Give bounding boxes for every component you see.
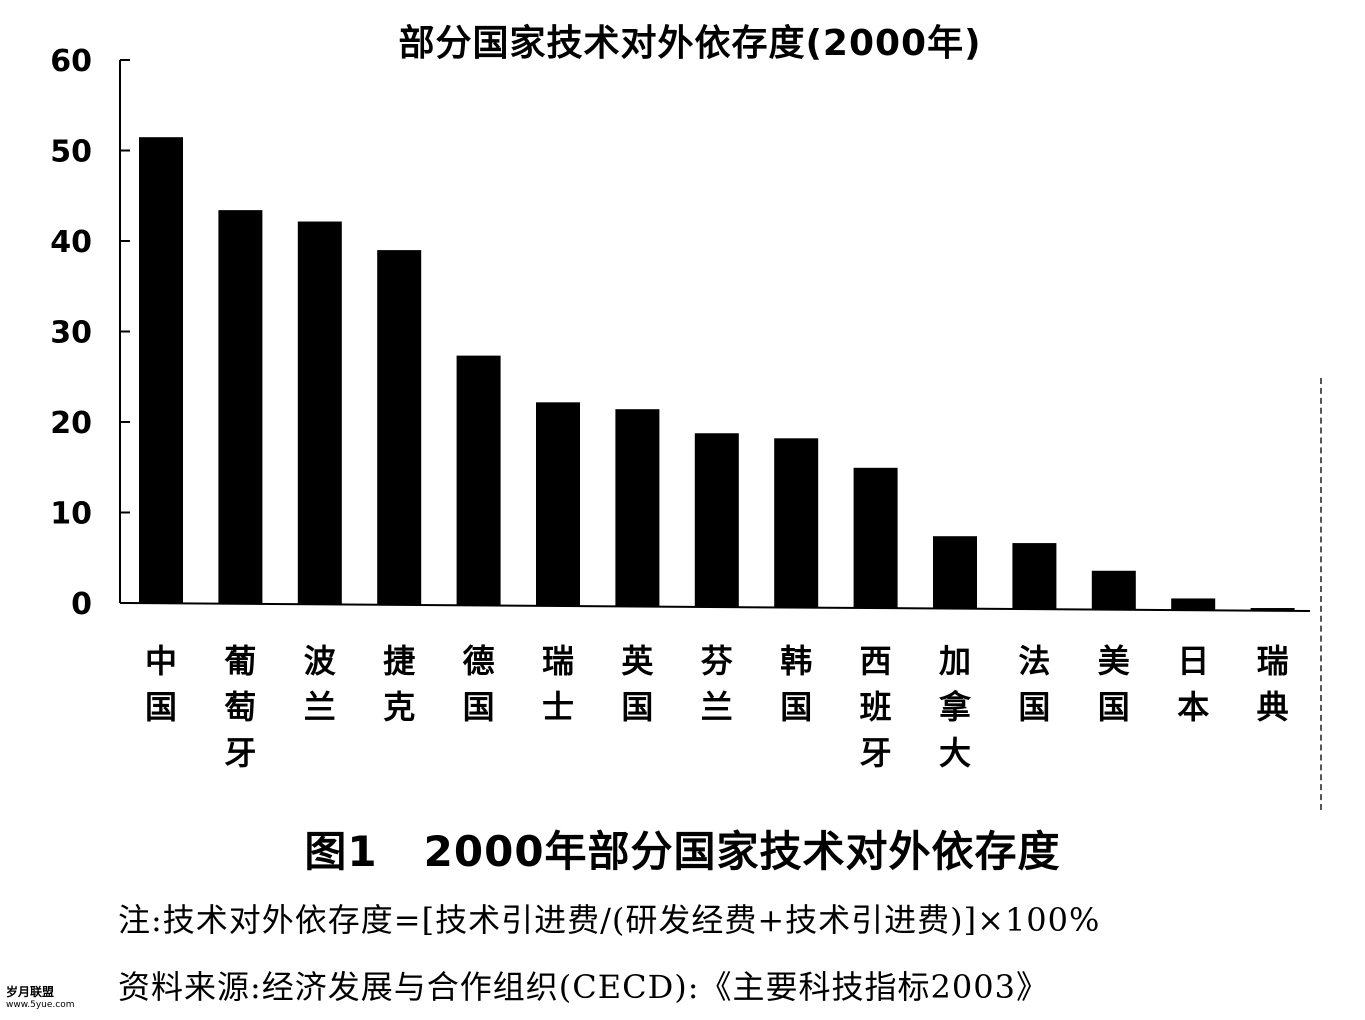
x-tick-label: 美国	[1098, 642, 1130, 726]
svg-text:兰: 兰	[701, 688, 733, 726]
x-tick-label: 芬兰	[701, 642, 733, 726]
x-tick-label: 瑞士	[542, 642, 574, 726]
svg-text:瑞: 瑞	[542, 642, 574, 680]
svg-text:日: 日	[1177, 642, 1209, 680]
svg-text:兰: 兰	[304, 688, 336, 726]
svg-text:中: 中	[145, 642, 177, 680]
bar	[615, 409, 660, 607]
bar	[218, 210, 263, 604]
svg-text:拿: 拿	[939, 688, 971, 726]
y-tick-label: 0	[71, 587, 92, 622]
bar	[853, 467, 898, 609]
svg-text:国: 国	[1018, 688, 1050, 726]
svg-text:瑞: 瑞	[1257, 642, 1289, 680]
svg-text:牙: 牙	[224, 734, 256, 772]
svg-text:英: 英	[621, 642, 654, 680]
y-tick-label: 10	[50, 497, 92, 532]
x-tick-label: 瑞典	[1257, 642, 1289, 726]
svg-text:本: 本	[1177, 688, 1209, 726]
watermark-logo: 岁月联盟 www.5yue.com	[6, 986, 75, 1012]
bar	[377, 250, 422, 605]
svg-text:法: 法	[1018, 642, 1050, 680]
watermark-text: 岁月联盟	[6, 985, 55, 999]
x-tick-label: 葡萄牙	[224, 642, 256, 772]
svg-text:国: 国	[780, 688, 812, 726]
bar	[933, 536, 977, 609]
figure-caption-text: 2000年部分国家技术对外依存度	[423, 827, 1061, 876]
bar	[536, 402, 580, 606]
chart-title: 部分国家技术对外依存度(2000年)	[398, 23, 982, 64]
formula-note: 注:技术对外依存度=[技术引进费/(研发经费+技术引进费)]×100%	[118, 901, 1101, 939]
svg-text:美: 美	[1098, 642, 1130, 680]
y-tick-label: 60	[50, 44, 92, 79]
y-tick-label: 30	[50, 316, 92, 351]
svg-text:士: 士	[542, 688, 574, 726]
x-tick-label: 韩国	[780, 642, 812, 726]
data-source: 资料来源:经济发展与合作组织(CECD):《主要科技指标2003》	[118, 968, 1049, 1006]
svg-text:牙: 牙	[860, 734, 892, 772]
bar	[694, 433, 739, 608]
x-tick-label: 德国	[463, 642, 495, 726]
x-tick-label: 日本	[1177, 642, 1209, 726]
x-tick-label: 中国	[145, 642, 177, 726]
x-tick-label: 捷克	[383, 642, 415, 726]
x-tick-label: 加拿大	[939, 642, 971, 772]
svg-text:萄: 萄	[224, 688, 256, 726]
chart-bars	[139, 137, 1295, 611]
svg-text:典: 典	[1257, 688, 1289, 726]
svg-text:大: 大	[939, 734, 971, 772]
svg-text:葡: 葡	[224, 642, 256, 680]
svg-text:国: 国	[463, 688, 495, 726]
bar	[297, 221, 342, 605]
svg-text:克: 克	[383, 688, 415, 726]
svg-text:国: 国	[145, 688, 177, 726]
svg-text:国: 国	[621, 688, 653, 726]
figure-caption: 图1 2000年部分国家技术对外依存度	[0, 818, 1365, 879]
y-tick-labels: 0 10 20 30 40 50 60	[50, 44, 92, 622]
x-tick-label: 英国	[621, 642, 654, 726]
bar	[1012, 543, 1057, 610]
y-tick-label: 20	[50, 406, 92, 441]
x-tick-label: 法国	[1018, 642, 1050, 726]
svg-text:班: 班	[860, 688, 892, 726]
bar	[139, 137, 183, 604]
svg-text:德: 德	[463, 642, 495, 680]
y-tick-label: 50	[50, 135, 92, 170]
svg-text:国: 国	[1098, 688, 1130, 726]
x-tick-label: 波兰	[304, 642, 336, 726]
bar	[774, 438, 819, 608]
svg-text:西: 西	[860, 642, 892, 680]
svg-text:加: 加	[939, 642, 971, 680]
y-tick-label: 40	[50, 225, 92, 260]
watermark-url: www.5yue.com	[6, 1000, 75, 1010]
svg-text:波: 波	[304, 642, 336, 680]
svg-text:捷: 捷	[383, 642, 415, 680]
figure-number: 图1	[304, 827, 378, 876]
bar	[1250, 608, 1295, 611]
bar	[456, 355, 501, 606]
bar	[1091, 570, 1136, 610]
svg-text:韩: 韩	[780, 642, 812, 680]
scan-edge-line	[1320, 378, 1322, 810]
bar	[1171, 598, 1216, 611]
svg-text:芬: 芬	[701, 642, 733, 680]
x-tick-label: 西班牙	[860, 642, 892, 772]
